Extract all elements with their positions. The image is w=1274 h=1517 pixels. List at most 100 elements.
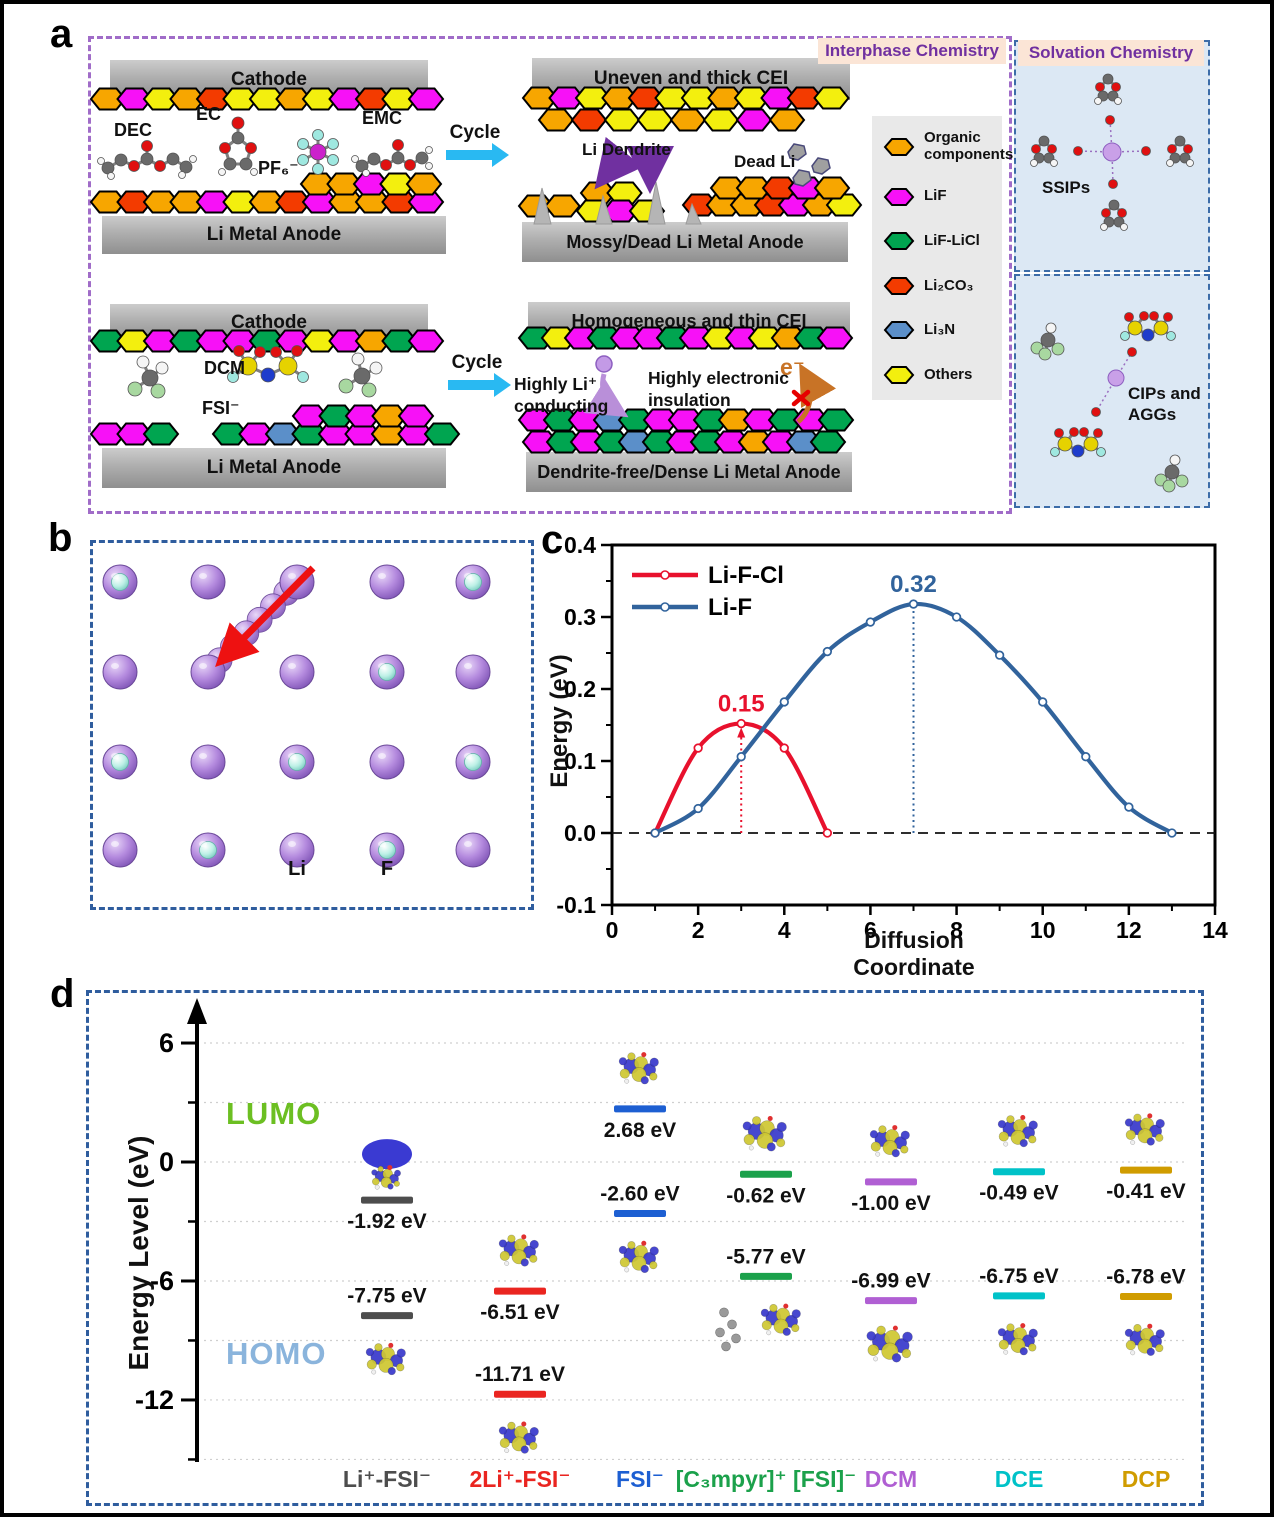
pf6-molecule (297, 129, 339, 175)
panel-b-border (90, 540, 534, 910)
sei-flake (816, 326, 854, 350)
cycle-label-bottom: Cycle (451, 352, 503, 373)
sei-flake (407, 87, 445, 111)
panel-c-axes: -0.1 0.0 0.1 0.2 0.3 0.4 0 2 4 6 8 10 12 14 (556, 532, 1228, 943)
orbital-dot (1020, 1323, 1026, 1329)
lumo-level-bar (993, 1168, 1045, 1176)
lattice-atoms (102, 564, 491, 868)
barrier-arrowhead (737, 727, 746, 738)
li-atom (102, 832, 138, 868)
atom (1051, 342, 1065, 356)
oxygen-atom (1108, 179, 1118, 189)
panel-d-y-axis-title: Energy Level (eV) (123, 1135, 154, 1371)
orbital-lobe (529, 1441, 538, 1450)
sei-flake (570, 108, 608, 132)
li-atom (279, 832, 315, 868)
cycle-arrows (446, 143, 837, 424)
fsi-molecule (227, 345, 309, 383)
lumo-level-bar (1120, 1166, 1172, 1174)
atom (1162, 479, 1176, 493)
atom (1100, 223, 1108, 231)
atom (254, 346, 266, 358)
orbital-lobe (1125, 1129, 1136, 1140)
legend-item: LiF (882, 186, 994, 208)
legend-item-label: LiF (924, 187, 947, 205)
hexagon-strips (89, 86, 863, 454)
sei-flake (809, 430, 847, 454)
orbital-lobe (619, 1068, 630, 1079)
orbital-lobe (900, 1145, 909, 1154)
panel-c-legend: Li-F-Cl Li-F (632, 562, 784, 621)
plot-frame (610, 543, 1217, 907)
atom (425, 162, 433, 170)
legend-item-label: LiF-LiCl (924, 231, 980, 249)
atom (1096, 447, 1106, 457)
atom (1167, 144, 1177, 154)
atom (1095, 82, 1105, 92)
fsi-molecule-label: FSI⁻ (202, 398, 240, 418)
atom (1111, 82, 1121, 92)
highly-li-conducting-line1: Highly Li⁺ (514, 374, 598, 394)
atom (1057, 436, 1073, 452)
atom (1083, 436, 1099, 452)
x-tick-label: 10 (1030, 917, 1056, 943)
orbital-lobe (1124, 1118, 1133, 1127)
panel-c-label: c (541, 518, 564, 562)
orbital-lobe (1124, 1328, 1133, 1337)
interphase-chemistry-header: Interphase Chemistry (818, 38, 1006, 64)
li-ion-ball (595, 355, 613, 373)
atom (297, 371, 309, 383)
orbital-lobe (776, 1121, 787, 1132)
orbital-dot (1003, 1349, 1009, 1355)
ssips-label: SSIPs (1042, 178, 1091, 197)
sphere-highlight (199, 841, 207, 847)
sei-flake (537, 108, 575, 132)
orbital-lobe (902, 1331, 913, 1343)
li-atom (455, 654, 491, 690)
atom (1149, 311, 1159, 321)
li-metal-anode-bar-top: Li Metal Anode (102, 216, 446, 254)
series-Li-F: 0.32 (650, 571, 1177, 838)
atom (1183, 144, 1193, 154)
atom (291, 345, 303, 357)
data-point-marker (1038, 697, 1048, 707)
atom (1038, 135, 1050, 147)
data-point-marker (822, 646, 833, 657)
atom (219, 142, 231, 154)
legend-item-label: Li₃N (924, 321, 956, 339)
panel-d-label: d (50, 972, 75, 1016)
atom (227, 371, 239, 383)
orbital-lobe (870, 1141, 881, 1152)
electron-label: e⁻ (780, 354, 805, 380)
orbital-lobe (529, 1426, 539, 1437)
orbital-lobe (1155, 1329, 1165, 1339)
legend-swatch (883, 365, 915, 384)
sei-flake (636, 108, 674, 132)
emc-molecule-label: EMC (362, 108, 402, 128)
y-tick-label: 6 (159, 1028, 174, 1058)
data-point-marker (994, 650, 1005, 660)
electronic-insulation-line1: Highly electronic (648, 368, 790, 388)
dendrite-spike (595, 194, 613, 225)
orbital-lobe (998, 1131, 1009, 1142)
orbital-lobe (1155, 1343, 1164, 1353)
atom (362, 169, 370, 177)
solvent-molecule (1030, 322, 1065, 361)
orbital-lobe (394, 1169, 401, 1177)
orbital-lobe (627, 1241, 636, 1250)
orbital-lobe (396, 1363, 405, 1372)
sphere-highlight (378, 753, 386, 759)
dead-li-flake (811, 157, 831, 175)
atom (327, 138, 339, 150)
atom (141, 140, 153, 152)
data-point-marker (693, 743, 703, 753)
legend-swatch-icon (883, 276, 915, 295)
orbital-dot (504, 1448, 510, 1454)
orbital-dot (875, 1151, 881, 1157)
atom (1186, 159, 1194, 167)
orbital-dot (504, 1260, 510, 1266)
li-atom-label: Li (288, 858, 306, 880)
atom (1071, 444, 1085, 458)
